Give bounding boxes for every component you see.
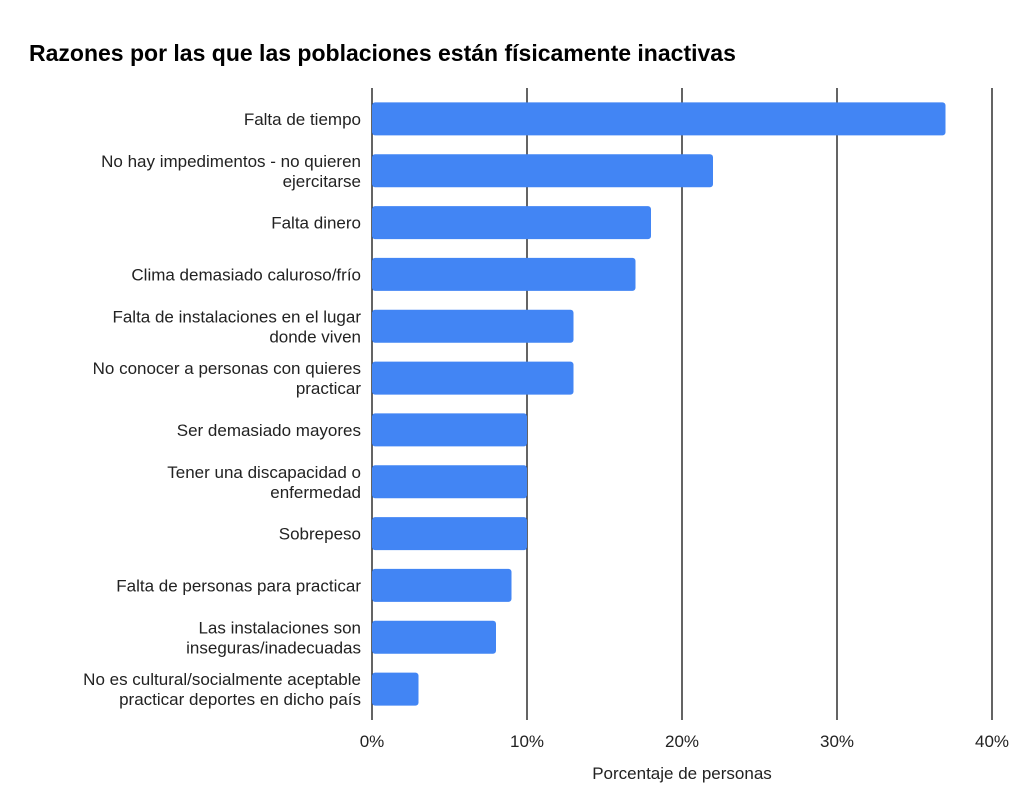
bar	[372, 102, 946, 136]
x-tick-label: 40%	[975, 732, 1009, 751]
category-label: practicar deportes en dicho país	[119, 690, 361, 709]
category-label: Tener una discapacidad o	[167, 463, 361, 482]
category-label: Clima demasiado caluroso/frío	[131, 265, 361, 284]
bar	[372, 257, 636, 291]
category-label: No conocer a personas con quieres	[93, 359, 361, 378]
category-label: Falta de tiempo	[244, 110, 361, 129]
bar	[372, 206, 651, 240]
x-tick-label: 10%	[510, 732, 544, 751]
category-label: enfermedad	[270, 483, 361, 502]
category-label: No hay impedimentos - no quieren	[101, 152, 361, 171]
category-label: No es cultural/socialmente aceptable	[83, 670, 361, 689]
category-label: practicar	[296, 379, 362, 398]
category-label: donde viven	[269, 327, 361, 346]
bar	[372, 154, 713, 188]
chart-title: Razones por las que las poblaciones está…	[29, 40, 736, 66]
x-tick-label: 20%	[665, 732, 699, 751]
category-label: Ser demasiado mayores	[177, 421, 361, 440]
x-tick-label: 0%	[360, 732, 385, 751]
bar	[372, 309, 574, 343]
category-label: ejercitarse	[283, 172, 361, 191]
category-label: Las instalaciones son	[198, 618, 361, 637]
bar	[372, 465, 527, 499]
bar	[372, 413, 527, 447]
bar	[372, 672, 419, 706]
category-label: Falta de personas para practicar	[116, 576, 361, 595]
bar	[372, 361, 574, 395]
category-label: inseguras/inadecuadas	[186, 638, 361, 657]
x-axis-label: Porcentaje de personas	[592, 764, 772, 783]
category-label: Falta de instalaciones en el lugar	[112, 307, 361, 326]
category-label: Sobrepeso	[279, 525, 361, 544]
category-label: Falta dinero	[271, 214, 361, 233]
bar	[372, 620, 496, 654]
bar	[372, 517, 527, 551]
x-tick-label: 30%	[820, 732, 854, 751]
bar	[372, 568, 512, 602]
